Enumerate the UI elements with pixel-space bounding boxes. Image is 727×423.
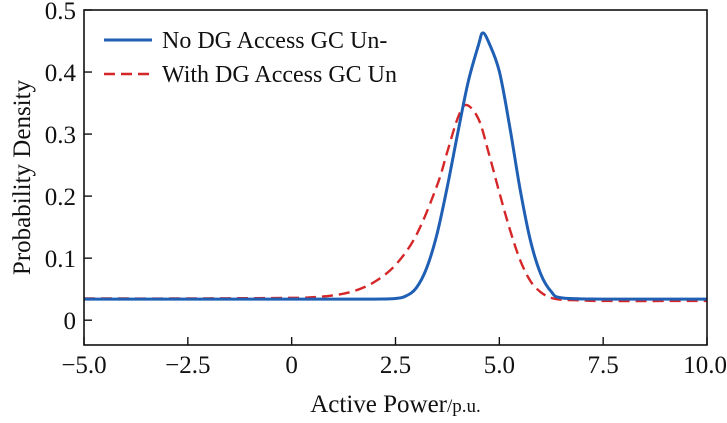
series-line-with-dg <box>83 103 708 303</box>
y-tick-label: 0.3 <box>45 122 76 149</box>
legend-label-with-dg: With DG Access GC Un <box>162 62 397 88</box>
x-tick-label: 7.5 <box>588 352 619 379</box>
x-tick-label: 10.0 <box>683 352 727 379</box>
x-tick-label: 2.5 <box>380 352 411 379</box>
x-tick-label: −2.5 <box>165 352 210 379</box>
y-tick-label: 0.5 <box>45 0 76 25</box>
y-tick-label: 0.4 <box>45 60 77 87</box>
series-layer <box>83 31 708 303</box>
x-axis-title: Active Power/p.u. <box>310 391 481 418</box>
y-tick-label: 0.2 <box>45 184 76 211</box>
y-tick-label: 0.1 <box>45 246 76 273</box>
legend: No DG Access GC Un- With DG Access GC Un <box>104 28 397 88</box>
x-axis-label: Active Power <box>310 391 447 418</box>
x-tick-label: 5.0 <box>484 352 515 379</box>
x-tick-label: −5.0 <box>61 352 106 379</box>
x-axis-unit: /p.u. <box>447 396 481 417</box>
x-tick-layer: −5.0 −2.5 0 2.5 5.0 7.5 10.0 <box>61 337 727 379</box>
x-tick-label: 0 <box>285 352 298 379</box>
y-tick-label: 0 <box>64 308 77 335</box>
series-line-no-dg <box>84 31 708 301</box>
y-axis-title: Probability Density <box>9 79 36 275</box>
plot-frame <box>83 9 708 346</box>
y-tick-layer: 0 0.1 0.2 0.3 0.4 0.5 <box>45 0 92 335</box>
legend-label-no-dg: No DG Access GC Un- <box>162 28 387 54</box>
